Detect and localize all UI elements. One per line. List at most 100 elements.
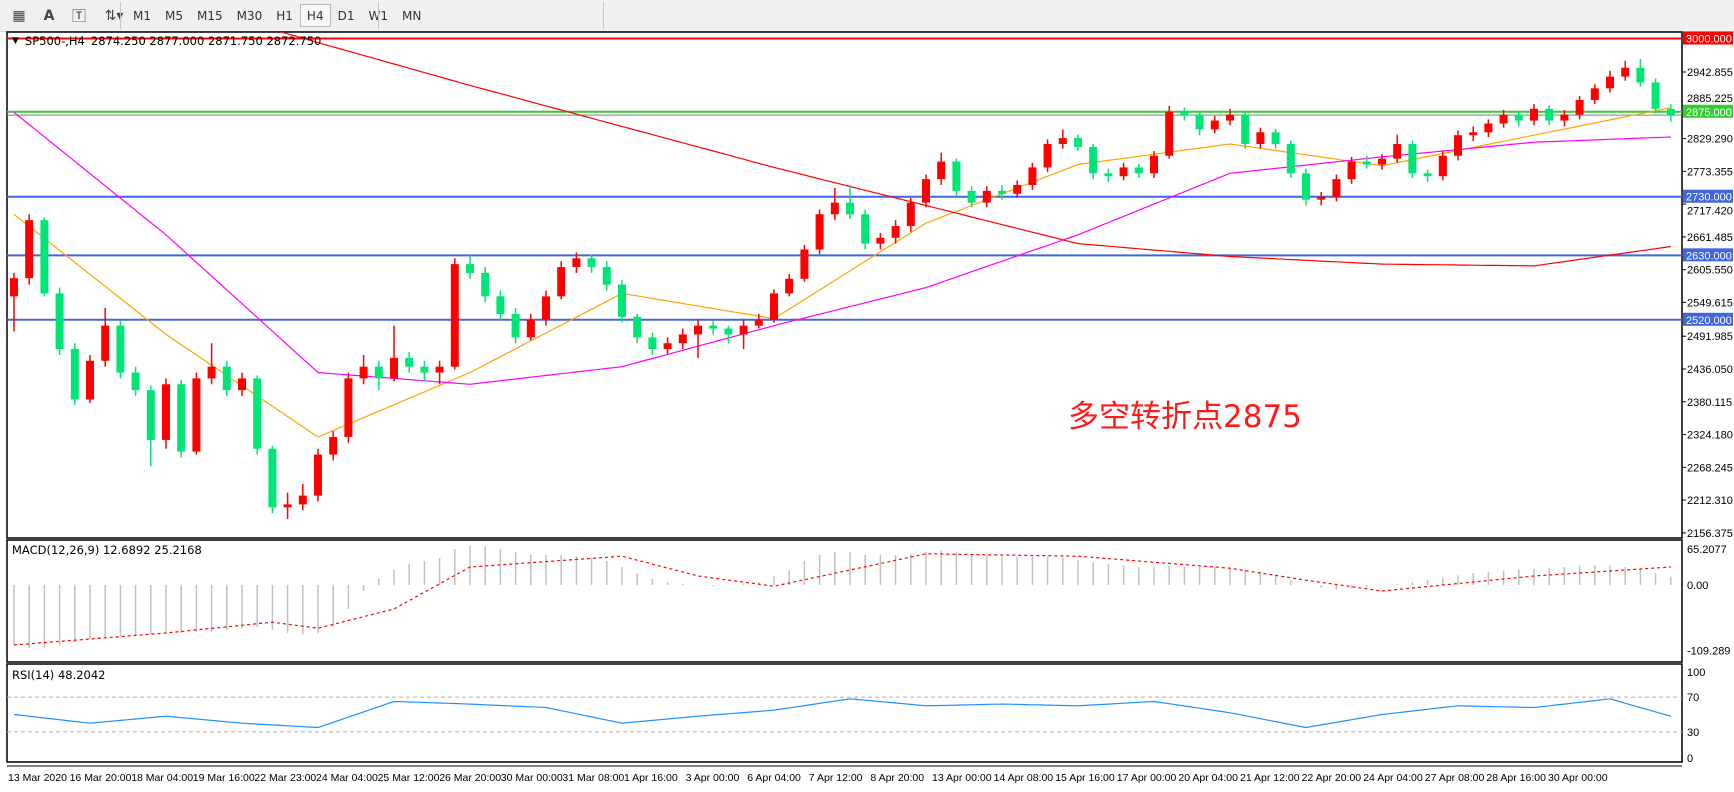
- candle-56: [861, 209, 870, 250]
- candle-body: [1438, 155, 1447, 177]
- candle-106: [1621, 60, 1630, 81]
- candle-body: [1606, 76, 1614, 89]
- timeframe-m1[interactable]: M1: [133, 9, 151, 23]
- candle-body: [1378, 158, 1386, 165]
- time-tick-label: 13 Mar 2020: [8, 772, 67, 784]
- price-tick-label: 2156.375: [1687, 528, 1733, 540]
- candle-body: [238, 378, 246, 391]
- candle-21: [329, 431, 338, 461]
- candle-body: [557, 267, 566, 297]
- candle-13: [207, 343, 216, 385]
- candle-body: [55, 293, 64, 350]
- candle-50: [770, 289, 778, 323]
- candle-body: [1347, 161, 1356, 180]
- timeframe-h4[interactable]: H4: [299, 4, 331, 27]
- candle-body: [1241, 114, 1250, 144]
- grid-fibo-icon[interactable]: ▦: [12, 7, 26, 24]
- candle-108: [1651, 78, 1660, 114]
- candle-97: [1484, 119, 1493, 137]
- candle-20: [314, 448, 322, 502]
- candle-41: [633, 313, 642, 344]
- price-tick-label: 2773.355: [1687, 166, 1733, 178]
- candle-body: [466, 264, 474, 273]
- candle-body: [253, 378, 262, 449]
- candle-61: [937, 152, 946, 186]
- text-a-icon[interactable]: A: [43, 7, 55, 24]
- candle-26: [405, 352, 414, 373]
- drawing-tools: ▦ A 🅃 ⇅▾: [4, 3, 134, 28]
- arrows-icon[interactable]: ⇅▾: [104, 7, 124, 24]
- candle-body: [830, 202, 839, 215]
- macd-plot: [13, 546, 1672, 648]
- candle-18: [283, 492, 292, 520]
- candle-body: [314, 454, 322, 496]
- candle-104: [1590, 84, 1599, 105]
- candle-body: [1621, 67, 1630, 77]
- candle-body: [1575, 100, 1584, 115]
- candle-34: [526, 313, 535, 341]
- candle-64: [982, 186, 991, 208]
- candle-105: [1606, 70, 1614, 93]
- time-tick-label: 24 Mar 04:00: [316, 772, 378, 784]
- candle-77: [1180, 107, 1189, 121]
- candle-103: [1575, 95, 1584, 120]
- time-tick-label: 13 Apr 00:00: [932, 772, 992, 784]
- macd-signal-line: [13, 553, 1671, 646]
- rsi-line: [13, 698, 1671, 729]
- candle-body: [663, 343, 672, 350]
- rsi-tick-label: 30: [1687, 727, 1699, 739]
- candle-body: [1134, 167, 1143, 174]
- timeframe-m30[interactable]: M30: [236, 9, 263, 23]
- candle-53: [815, 209, 824, 255]
- timeframe-m5[interactable]: M5: [165, 9, 183, 23]
- rsi-label: RSI(14) 48.2042: [12, 668, 106, 682]
- candle-body: [177, 384, 186, 452]
- level-price-tag-bg: [1683, 248, 1733, 262]
- candle-body: [374, 366, 383, 379]
- candle-16: [253, 375, 262, 455]
- candle-3: [55, 287, 64, 355]
- moving-average-line-3: [279, 32, 1671, 267]
- candle-90: [1378, 153, 1386, 170]
- main-plot: [7, 32, 1682, 520]
- time-tick-label: 30 Apr 00:00: [1548, 772, 1608, 784]
- price-tick-label: 2212.310: [1687, 495, 1733, 507]
- candle-9: [146, 385, 155, 467]
- time-tick-label: 30 Mar 00:00: [501, 772, 563, 784]
- candle-27: [420, 360, 429, 382]
- collapse-triangle-icon[interactable]: ▼: [12, 36, 19, 46]
- candle-body: [1226, 114, 1234, 121]
- candle-body: [1043, 143, 1052, 168]
- candle-86: [1317, 192, 1326, 206]
- candle-body: [542, 296, 550, 320]
- candle-body: [390, 357, 398, 379]
- candle-109: [1666, 104, 1675, 122]
- candle-80: [1226, 108, 1234, 126]
- timeframe-mn[interactable]: MN: [401, 9, 422, 23]
- candle-52: [800, 244, 809, 282]
- time-tick-label: 25 Mar 12:00: [378, 772, 440, 784]
- time-tick-label: 24 Apr 04:00: [1363, 772, 1423, 784]
- toolbar: ▦ A 🅃 ⇅▾ M1M5M15M30H1H4D1W1MN: [0, 0, 1734, 32]
- candle-35: [542, 290, 550, 326]
- timeframe-d1[interactable]: D1: [337, 9, 355, 23]
- candle-65: [998, 185, 1006, 200]
- candle-body: [526, 319, 535, 338]
- candle-40: [618, 279, 626, 323]
- candle-72: [1104, 168, 1113, 183]
- candle-body: [1180, 111, 1189, 115]
- candle-32: [496, 290, 505, 320]
- candle-48: [739, 319, 748, 350]
- text-label-icon[interactable]: 🅃: [72, 8, 86, 25]
- time-tick-label: 22 Mar 23:00: [254, 772, 316, 784]
- candle-0: [10, 272, 18, 332]
- candle-body: [1332, 179, 1341, 197]
- candle-49: [754, 313, 763, 329]
- timeframe-m15[interactable]: M15: [197, 9, 223, 23]
- candle-100: [1530, 104, 1538, 126]
- time-tick-label: 22 Apr 20:00: [1302, 772, 1362, 784]
- candle-101: [1545, 105, 1554, 126]
- timeframe-h1[interactable]: H1: [276, 9, 293, 23]
- candle-body: [1454, 135, 1462, 156]
